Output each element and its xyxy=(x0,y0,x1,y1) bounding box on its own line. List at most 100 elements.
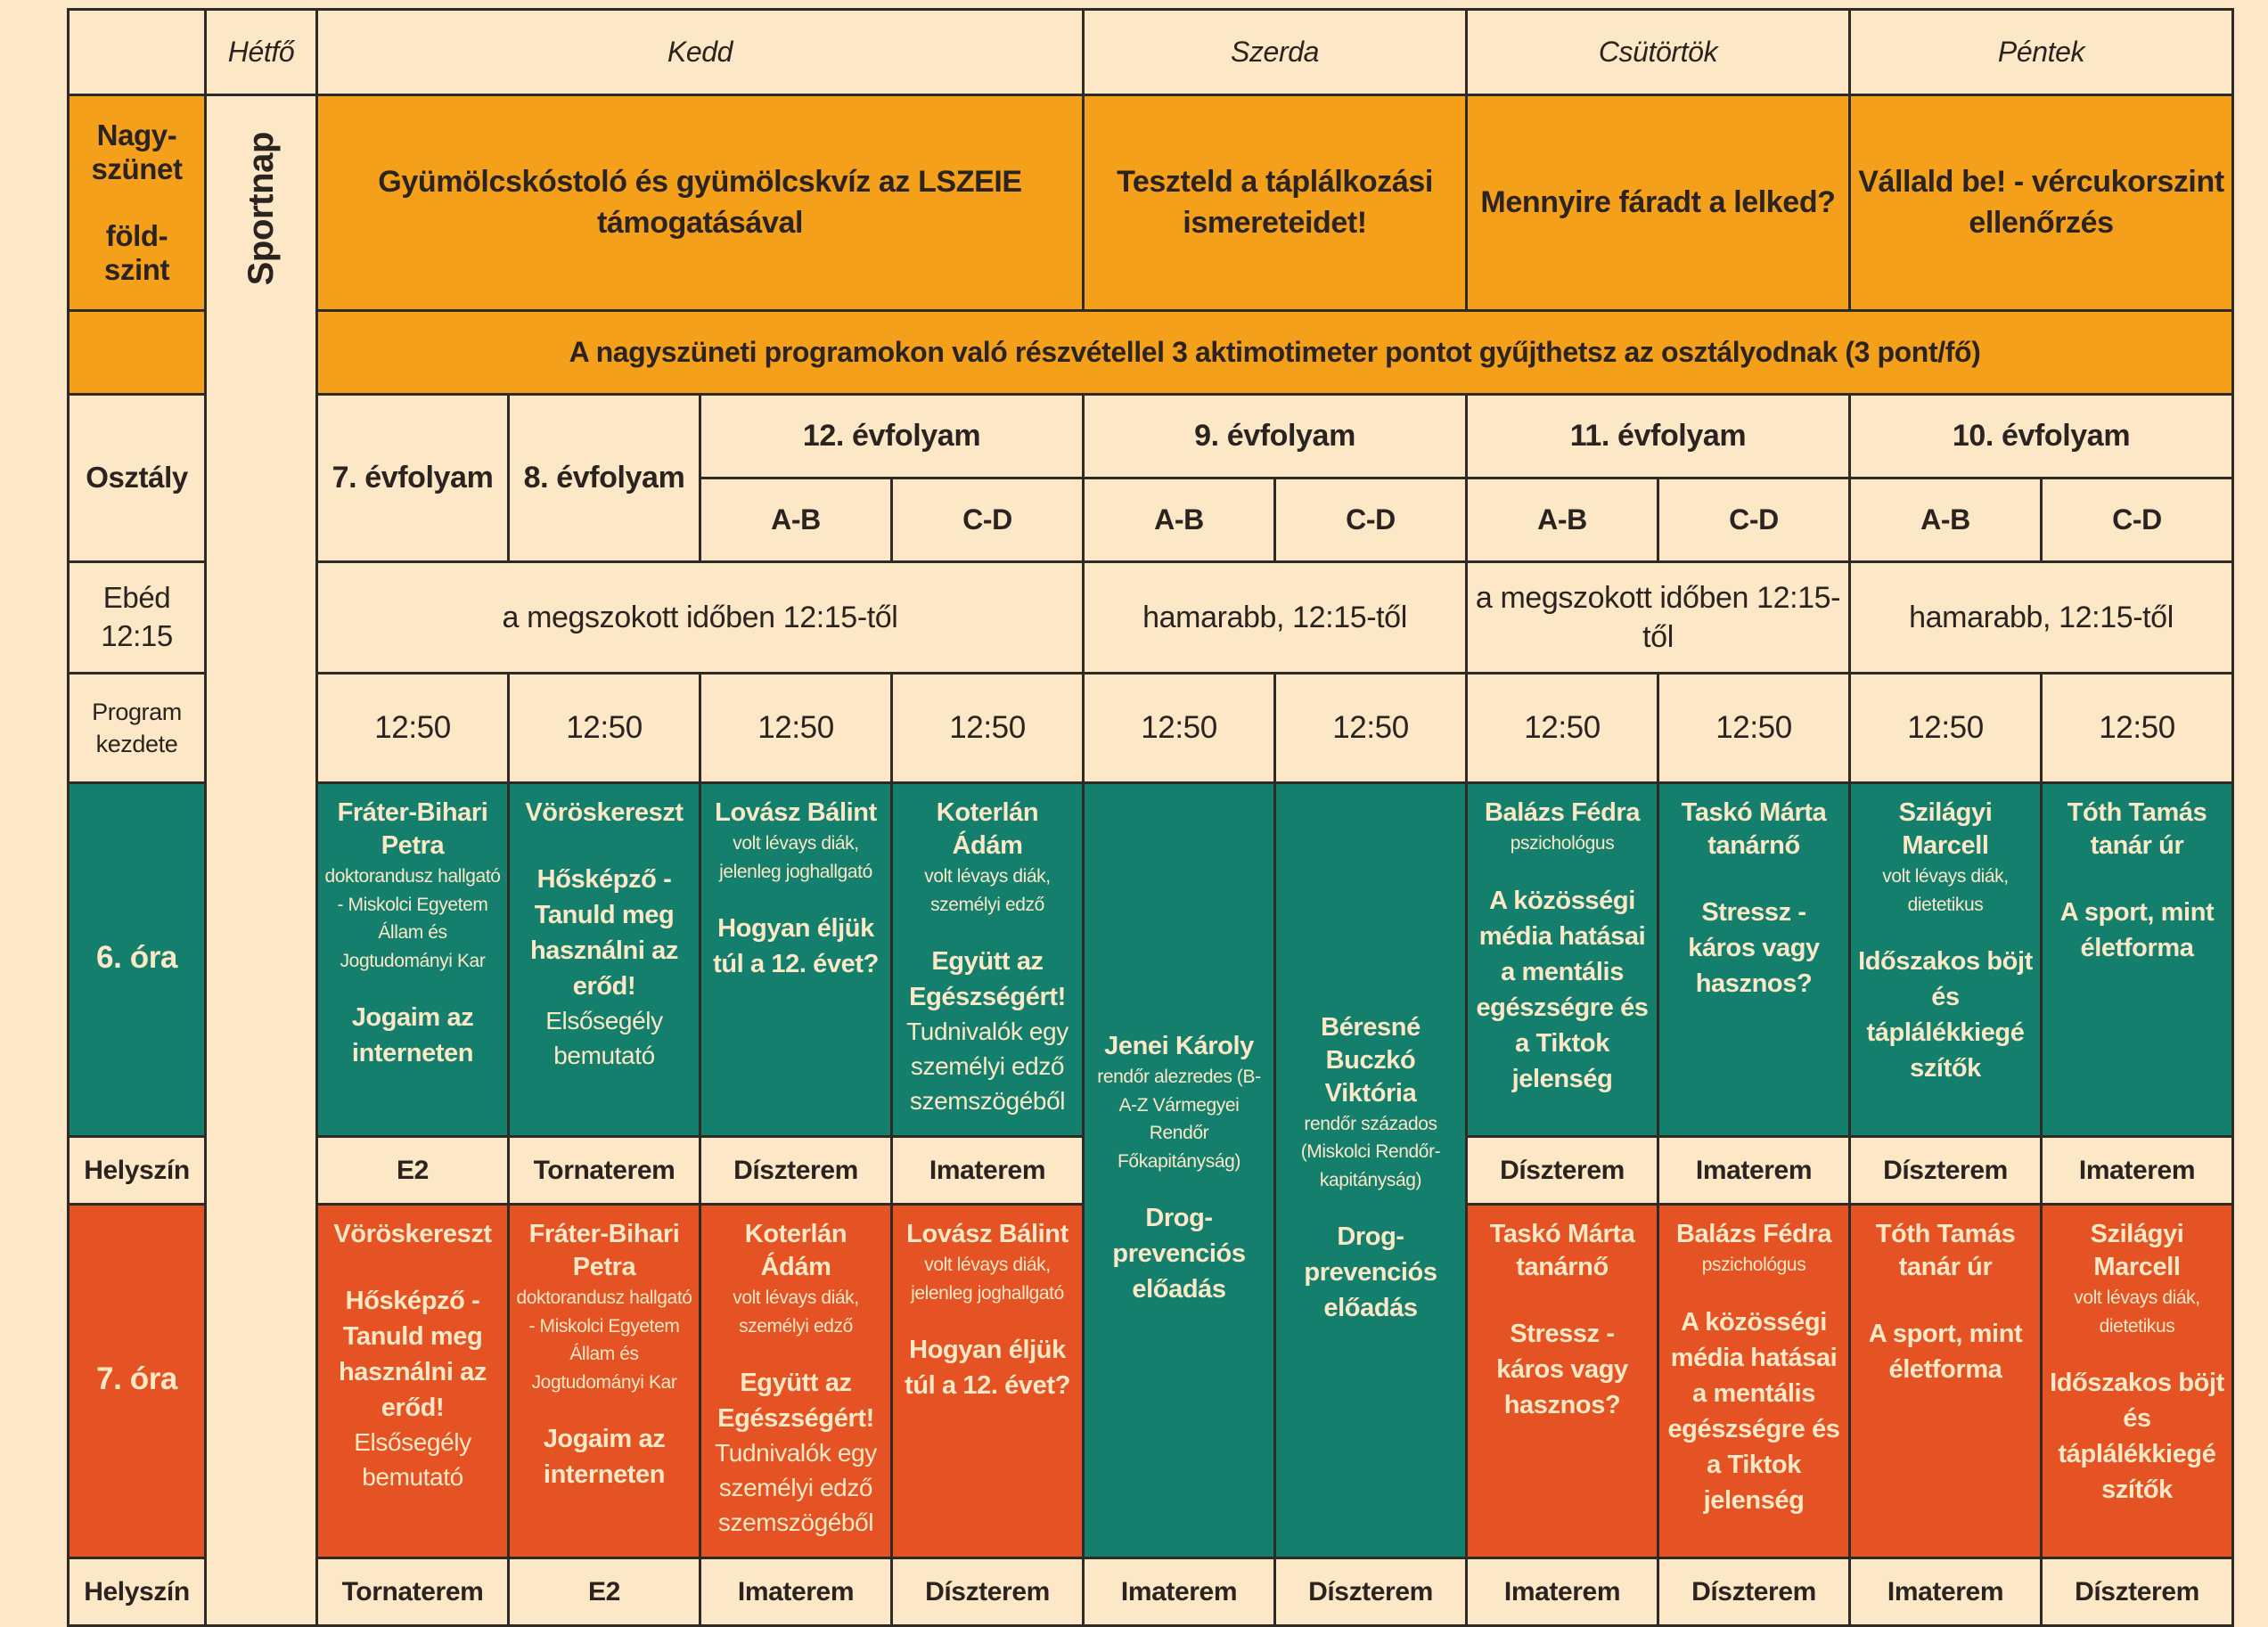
program-start-label: Program kezdete xyxy=(70,675,204,781)
lunch-friday: hamarabb, 12:15-től xyxy=(1851,563,2231,672)
session-title: Drog-prevenciós előadás xyxy=(1112,1204,1246,1304)
group-c-d: C-D xyxy=(893,479,1082,560)
session-card: Tóth Tamás tanár úr A sport, mint életfor… xyxy=(1851,1206,2040,1557)
session-card: Szilágyi Marcell volt lévays diák, dietet… xyxy=(1851,784,2040,1135)
start-time: 12:50 xyxy=(318,675,507,781)
session-title: Stressz - káros vagy hasznos? xyxy=(1688,898,1820,999)
day-friday: Péntek xyxy=(1851,11,2231,94)
session-card: Tóth Tamás tanár úr A sport, mint életfor… xyxy=(2043,784,2231,1135)
speaker-role: doktorandusz hallgató - Miskolci Egyetem… xyxy=(516,1288,692,1393)
session-card: Taskó Márta tanárnő Stressz - káros vagy … xyxy=(1659,784,1848,1135)
speaker-name: Tóth Tamás tanár úr xyxy=(1875,1220,2016,1282)
start-time: 12:50 xyxy=(1851,675,2040,781)
break-note: A nagyszüneti programokon való részvétel… xyxy=(318,312,2231,393)
session-description: Elsősegély bemutató xyxy=(545,1007,663,1069)
session-card: Fráter-Bihari Petra doktorandusz hallgató… xyxy=(510,1206,699,1557)
group-c-d: C-D xyxy=(1659,479,1848,560)
session-title: Hogyan éljük túl a 12. évet? xyxy=(905,1336,1070,1401)
location: E2 xyxy=(510,1559,699,1624)
location: Imaterem xyxy=(1468,1559,1657,1624)
grade-9: 9. évfolyam xyxy=(1085,396,1465,477)
lunch-label: Ebéd 12:15 xyxy=(70,563,204,672)
speaker-name: Balázs Fédra xyxy=(1675,1220,1832,1248)
break-note-spacer xyxy=(70,312,204,393)
speaker-role: volt lévays diák, személyi edző xyxy=(924,866,1051,915)
start-time: 12:50 xyxy=(1659,675,1848,781)
break-program-thursday: Mennyire fáradt a lelked? xyxy=(1468,96,1848,309)
group-c-d: C-D xyxy=(1276,479,1465,560)
break-program-wednesday: Teszteld a táplálkozási ismereteidet! xyxy=(1085,96,1465,309)
session-title: A sport, mint életforma xyxy=(1868,1320,2023,1385)
speaker-role: pszichológus xyxy=(1701,1255,1806,1276)
location: Imaterem xyxy=(893,1138,1082,1203)
day-wednesday: Szerda xyxy=(1085,11,1465,94)
session-title: Jogaim az interneten xyxy=(543,1425,666,1490)
speaker-name: Jenei Károly xyxy=(1104,1031,1254,1060)
speaker-role: volt lévays diák, dietetikus xyxy=(1882,866,2009,915)
sport-day-label: Sportnap xyxy=(241,132,281,286)
speaker-role: doktorandusz hallgató - Miskolci Egyetem… xyxy=(324,866,501,971)
hour-6-label: 6. óra xyxy=(70,784,204,1135)
grade-12: 12. évfolyam xyxy=(701,396,1082,477)
start-time: 12:50 xyxy=(701,675,890,781)
speaker-role: pszichológus xyxy=(1510,833,1615,854)
session-description: Elsősegély bemutató xyxy=(354,1428,471,1491)
lunch-wednesday: hamarabb, 12:15-től xyxy=(1085,563,1465,672)
location: Díszterem xyxy=(1468,1138,1657,1203)
speaker-name: Lovász Bálint xyxy=(906,1220,1068,1248)
session-title: Együtt az Egészségért! xyxy=(717,1369,874,1434)
speaker-name: Koterlán Ádám xyxy=(744,1220,847,1282)
session-description: Tudnivalók egy személyi edző szemszögébő… xyxy=(715,1439,877,1536)
group-c-d: C-D xyxy=(2043,479,2231,560)
session-card: Taskó Márta tanárnő Stressz - káros vagy … xyxy=(1468,1206,1657,1557)
speaker-role: volt lévays diák, jelenleg joghallgató xyxy=(719,833,872,882)
session-card: Koterlán Ádám volt lévays diák, személyi … xyxy=(893,784,1082,1135)
day-monday: Hétfő xyxy=(207,11,315,94)
speaker-name: Szilágyi Marcell xyxy=(2090,1220,2184,1282)
location: Díszterem xyxy=(1659,1559,1848,1624)
start-time: 12:50 xyxy=(1276,675,1465,781)
location: Díszterem xyxy=(1851,1138,2040,1203)
location: Tornaterem xyxy=(318,1559,507,1624)
speaker-name: Lovász Bálint xyxy=(715,798,877,827)
class-label: Osztály xyxy=(70,396,204,560)
location: Tornaterem xyxy=(510,1138,699,1203)
session-title: Hősképző - Tanuld meg használni az erőd! xyxy=(338,1287,487,1423)
session-title: Hősképző - Tanuld meg használni az erőd! xyxy=(529,865,679,1002)
grade-8: 8. évfolyam xyxy=(510,396,699,560)
session-title: A sport, mint életforma xyxy=(2059,898,2215,963)
location: E2 xyxy=(318,1138,507,1203)
grade-10: 10. évfolyam xyxy=(1851,396,2231,477)
grade-7: 7. évfolyam xyxy=(318,396,507,560)
speaker-name: Fráter-Bihari Petra xyxy=(337,798,488,861)
speaker-name: Koterlán Ádám xyxy=(936,798,1039,861)
location: Díszterem xyxy=(2043,1559,2231,1624)
place-label-6: Helyszín xyxy=(70,1138,204,1203)
speaker-role: volt lévays diák, dietetikus xyxy=(2074,1288,2200,1337)
session-card: Koterlán Ádám volt lévays diák, személyi … xyxy=(701,1206,890,1557)
speaker-role: rendőr alezredes (B-A-Z Vármegyei Rendőr… xyxy=(1097,1067,1261,1172)
session-title: Hogyan éljük túl a 12. évet? xyxy=(713,914,879,979)
monday-sport-day: Sportnap xyxy=(207,96,315,1624)
session-card: Szilágyi Marcell volt lévays diák, dietet… xyxy=(2043,1206,2231,1557)
group-a-b: A-B xyxy=(1085,479,1273,560)
break-program-friday: Vállald be! - vércukorszint ellenőrzés xyxy=(1851,96,2231,309)
weekly-program-schedule: Hétfő Kedd Szerda Csütörtök Péntek Nagy-… xyxy=(67,8,2234,1627)
session-card: Vöröskereszt Hősképző - Tanuld meg haszná… xyxy=(510,784,699,1135)
place-label-7: Helyszín xyxy=(70,1559,204,1624)
start-time: 12:50 xyxy=(510,675,699,781)
location: Imaterem xyxy=(2043,1138,2231,1203)
day-tuesday: Kedd xyxy=(318,11,1082,94)
session-title: Stressz - káros vagy hasznos? xyxy=(1496,1320,1628,1420)
location: Imaterem xyxy=(1851,1559,2040,1624)
group-a-b: A-B xyxy=(1851,479,2040,560)
location: Imaterem xyxy=(1659,1138,1848,1203)
speaker-role: volt lévays diák, jelenleg joghallgató xyxy=(911,1255,1064,1304)
session-card: Balázs Fédra pszichológus A közösségi médi… xyxy=(1659,1206,1848,1557)
session-card: Vöröskereszt Hősképző - Tanuld meg haszná… xyxy=(318,1206,507,1557)
speaker-name: Fráter-Bihari Petra xyxy=(528,1220,680,1282)
speaker-role: volt lévays diák, személyi edző xyxy=(733,1288,859,1337)
session-card: Lovász Bálint volt lévays diák, jelenleg … xyxy=(701,784,890,1135)
location: Imaterem xyxy=(1085,1559,1273,1624)
group-a-b: A-B xyxy=(701,479,890,560)
